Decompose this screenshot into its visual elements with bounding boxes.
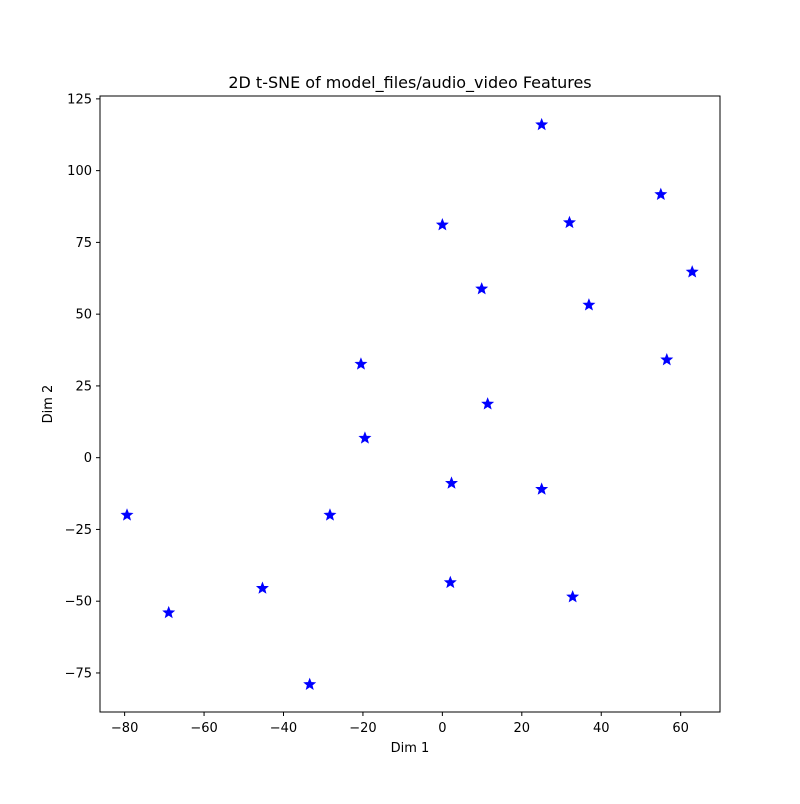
x-tick-label: −60 <box>190 721 217 736</box>
data-point <box>445 476 458 489</box>
plot-frame <box>99 95 721 713</box>
x-axis-label: Dim 1 <box>391 741 430 756</box>
data-point <box>481 397 495 410</box>
data-point <box>303 677 317 690</box>
y-tick-label: 50 <box>75 308 92 323</box>
y-axis-ticks: −75 −50 −25 0 25 50 75 100 125 <box>65 92 100 681</box>
y-tick-label: −75 <box>65 666 92 681</box>
data-point <box>654 187 668 200</box>
data-point <box>660 352 674 366</box>
data-point <box>435 218 449 231</box>
data-point <box>685 265 699 278</box>
x-axis-ticks: −80 −60 −40 −20 0 20 40 60 <box>111 712 689 736</box>
x-tick-label: 60 <box>672 721 689 736</box>
x-tick-label: −80 <box>111 721 138 736</box>
data-point <box>535 117 549 131</box>
chart-title: 2D t-SNE of model_files/audio_video Feat… <box>228 73 591 93</box>
x-tick-label: −20 <box>349 721 376 736</box>
y-tick-label: 0 <box>84 451 92 466</box>
y-tick-label: −50 <box>65 595 92 610</box>
data-point <box>475 282 489 295</box>
y-tick-label: 75 <box>75 236 92 251</box>
data-point <box>162 605 176 619</box>
y-tick-label: 100 <box>67 164 92 179</box>
data-point <box>255 581 269 594</box>
y-axis-label: Dim 2 <box>41 385 56 424</box>
data-point <box>323 508 337 521</box>
y-tick-label: 125 <box>67 92 92 107</box>
data-point <box>562 215 576 229</box>
data-point <box>358 431 372 444</box>
x-tick-label: 40 <box>593 721 610 736</box>
x-tick-label: −40 <box>270 721 297 736</box>
data-point <box>566 590 580 603</box>
data-point <box>354 357 368 370</box>
data-point <box>535 482 549 495</box>
x-tick-label: 20 <box>514 721 531 736</box>
data-point <box>582 298 596 311</box>
data-points <box>120 117 699 690</box>
data-point <box>443 575 457 589</box>
y-tick-label: −25 <box>65 523 92 538</box>
x-tick-label: 0 <box>438 721 446 736</box>
data-point <box>120 508 134 521</box>
y-tick-label: 25 <box>75 379 92 394</box>
